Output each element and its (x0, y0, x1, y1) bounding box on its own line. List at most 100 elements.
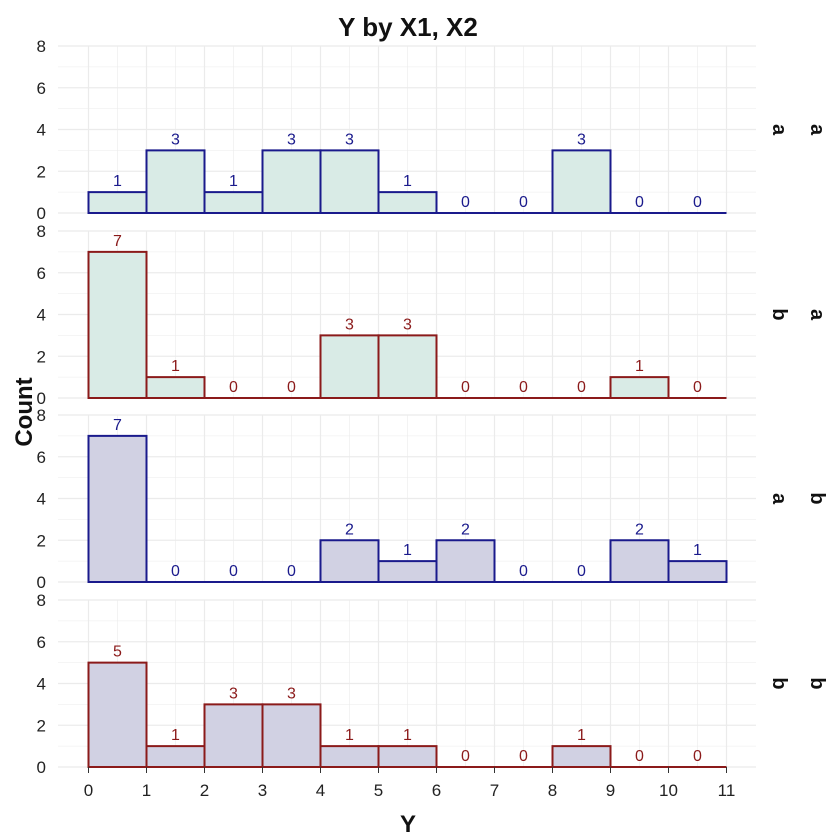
bar-count-label: 0 (577, 563, 586, 580)
x-tick-label: 1 (142, 781, 151, 800)
bar-count-label: 7 (113, 417, 122, 434)
histogram-bar (319, 334, 380, 399)
bar-count-label: 3 (229, 685, 238, 702)
histogram-bar (377, 745, 438, 768)
y-tick-label: 6 (37, 264, 46, 283)
bar-count-label: 0 (635, 194, 644, 211)
histogram-bar (145, 745, 206, 768)
x-tick-label: 4 (316, 781, 325, 800)
bar-count-label: 1 (693, 542, 702, 559)
bar-count-label: 0 (693, 748, 702, 765)
y-tick-label: 4 (37, 490, 46, 509)
x-tick-label: 3 (258, 781, 267, 800)
strip-label-x1: a (768, 124, 790, 136)
bar-count-label: 5 (113, 644, 122, 661)
y-tick-label: 4 (37, 675, 46, 694)
histogram-bar (377, 334, 438, 399)
histogram-bar (261, 149, 322, 214)
bar-count-label: 3 (287, 685, 296, 702)
bar-count-label: 3 (403, 316, 412, 333)
y-tick-label: 6 (37, 633, 46, 652)
y-tick-label: 4 (37, 306, 46, 325)
bar-count-label: 0 (171, 563, 180, 580)
bar-count-label: 1 (403, 542, 412, 559)
histogram-bar (145, 376, 206, 399)
histogram-bar (319, 539, 380, 583)
facet-panel: 0 2 4 6 8 7 0 0 0 2 1 2 0 0 2 1 a b (37, 406, 828, 592)
bar-count-label: 0 (461, 194, 470, 211)
bar-count-label: 2 (461, 521, 470, 538)
bar-count-label: 1 (345, 727, 354, 744)
bar-count-label: 0 (461, 748, 470, 765)
bar-count-label: 0 (229, 563, 238, 580)
y-tick-label: 0 (37, 573, 46, 592)
y-tick-label: 8 (37, 406, 46, 425)
y-axis-title: Count (11, 377, 38, 446)
facet-panel: 0 2 4 6 8 5 1 3 3 1 1 0 0 1 0 0 b b (37, 591, 828, 777)
bar-count-label: 1 (635, 358, 644, 375)
bar-count-label: 3 (287, 131, 296, 148)
strip-label-x1: b (768, 677, 790, 689)
bar-count-label: 0 (519, 748, 528, 765)
bar-count-label: 0 (229, 379, 238, 396)
bar-count-label: 1 (113, 173, 122, 190)
bar-count-label: 1 (229, 173, 238, 190)
y-tick-label: 0 (37, 204, 46, 223)
strip-label-x2: b (806, 492, 828, 504)
bar-count-label: 0 (693, 379, 702, 396)
bar-count-label: 1 (577, 727, 586, 744)
x-axis: 0 1 2 3 4 5 6 7 8 9 10 11 (84, 767, 736, 800)
facet-panel: 0 2 4 6 8 7 1 0 0 3 3 0 0 0 1 0 b a (37, 222, 828, 408)
x-axis-title: Y (400, 811, 416, 838)
strip-label-x2: a (806, 309, 828, 321)
bar-count-label: 0 (519, 194, 528, 211)
histogram-bar (319, 745, 380, 768)
bar-count-label: 1 (403, 173, 412, 190)
bar-count-label: 7 (113, 233, 122, 250)
strip-label-x2: a (806, 124, 828, 136)
x-tick-label: 8 (548, 781, 557, 800)
bar-count-label: 0 (577, 379, 586, 396)
x-tick-label: 7 (490, 781, 499, 800)
bar-count-label: 1 (403, 727, 412, 744)
bar-count-label: 0 (519, 379, 528, 396)
histogram-bar (377, 191, 438, 214)
histogram-bar (87, 661, 148, 768)
histogram-bar (609, 376, 670, 399)
histogram-bar (551, 149, 612, 214)
histogram-bar (87, 191, 148, 214)
y-tick-label: 8 (37, 37, 46, 56)
y-tick-label: 6 (37, 448, 46, 467)
facet-panels: 0 2 4 6 8 1 3 1 3 3 1 0 0 3 0 0 a a 0 2 4 6 8 7 1 0 0 3 3 0 0 0 1 0 b a 0 2 4 6… (37, 37, 828, 777)
bar-count-label: 0 (287, 379, 296, 396)
y-tick-label: 4 (37, 121, 46, 140)
bar-count-label: 3 (345, 131, 354, 148)
bar-count-label: 1 (171, 358, 180, 375)
x-tick-label: 9 (606, 781, 615, 800)
bar-count-label: 0 (519, 563, 528, 580)
bar-count-label: 0 (693, 194, 702, 211)
y-tick-label: 0 (37, 389, 46, 408)
histogram-bar (145, 149, 206, 214)
bar-count-label: 3 (171, 131, 180, 148)
x-tick-label: 2 (200, 781, 209, 800)
histogram-bar (87, 250, 148, 399)
y-tick-label: 6 (37, 79, 46, 98)
chart-title: Y by X1, X2 (338, 12, 478, 42)
y-tick-label: 0 (37, 758, 46, 777)
x-tick-label: 11 (718, 781, 736, 800)
x-tick-label: 6 (432, 781, 441, 800)
x-tick-label: 0 (84, 781, 93, 800)
histogram-bar (203, 703, 264, 768)
histogram-bar (261, 703, 322, 768)
bar-count-label: 3 (345, 316, 354, 333)
strip-label-x1: a (768, 493, 790, 505)
y-tick-label: 2 (37, 347, 46, 366)
histogram-bar (377, 560, 438, 583)
y-tick-label: 8 (37, 591, 46, 610)
strip-label-x2: b (806, 677, 828, 689)
x-tick-label: 5 (374, 781, 383, 800)
y-tick-label: 8 (37, 222, 46, 241)
y-tick-label: 2 (37, 716, 46, 735)
